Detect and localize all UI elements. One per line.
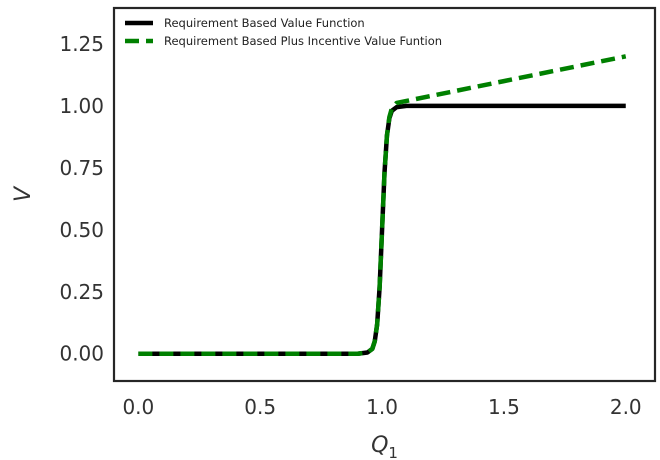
x-axis-label: Q1	[371, 433, 398, 460]
y-tick-label: 0.75	[59, 156, 104, 180]
x-tick-label: 2.0	[610, 395, 642, 419]
y-tick-label: 0.00	[59, 342, 104, 366]
y-tick-label: 0.50	[59, 218, 104, 242]
x-tick-label: 1.0	[366, 395, 398, 419]
legend: Requirement Based Value Function Require…	[125, 16, 442, 48]
y-tick-label: 1.00	[59, 94, 104, 118]
x-tick-label: 0.5	[244, 395, 276, 419]
legend-label-incentive: Requirement Based Plus Incentive Value F…	[164, 34, 442, 48]
ticks-layer: 0.0 0.5 1.0 1.5 2.0 0.00 0.25 0.50 0.75 1.00 1.25	[59, 32, 641, 419]
legend-label-requirement: Requirement Based Value Function	[164, 16, 365, 30]
plot-frame	[112, 6, 657, 383]
x-axis-label-main: Q	[371, 433, 388, 458]
x-tick-label: 0.0	[122, 395, 154, 419]
x-tick-label: 1.5	[488, 395, 520, 419]
y-tick-label: 1.25	[59, 32, 104, 56]
y-axis-label: V	[11, 185, 36, 202]
y-tick-label: 0.25	[59, 280, 104, 304]
series-line-incentive	[138, 54, 627, 356]
series-layer	[138, 54, 627, 356]
series-line-requirement	[138, 103, 626, 356]
x-axis-label-subscript: 1	[388, 444, 398, 460]
